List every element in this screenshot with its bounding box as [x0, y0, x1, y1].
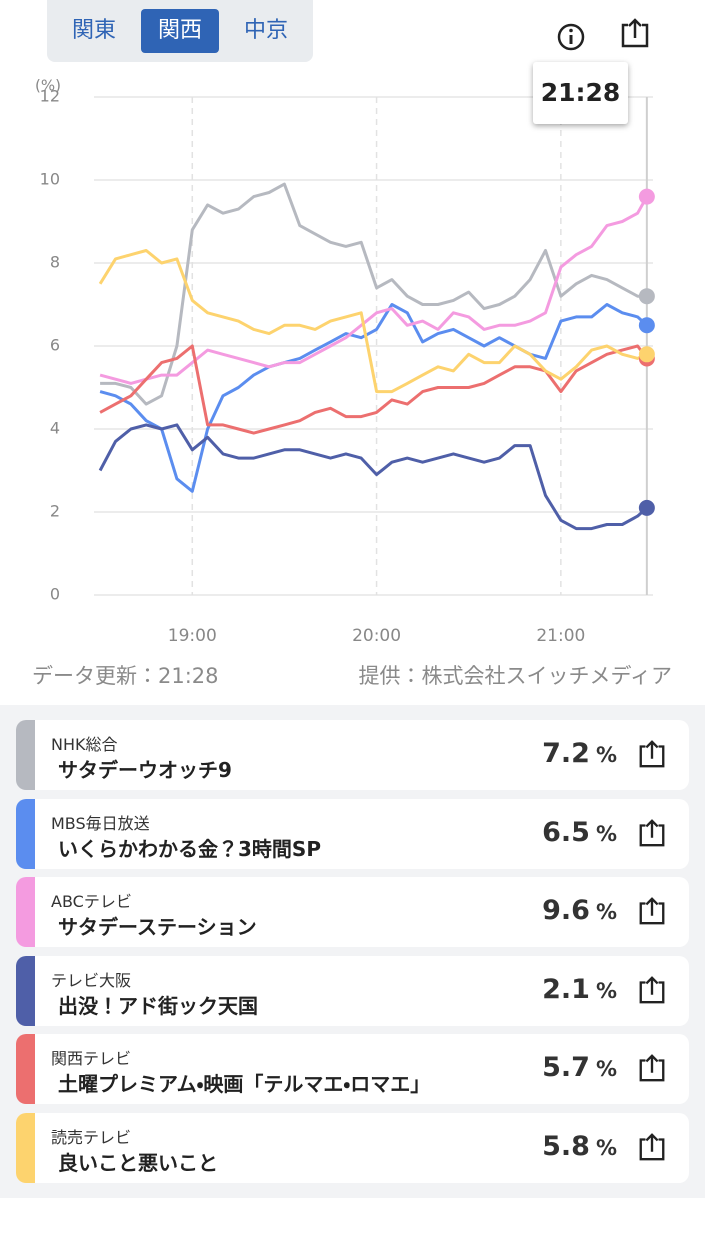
station-name: 関西テレビ — [51, 1049, 132, 1068]
rating-unit: % — [595, 743, 617, 767]
color-strip — [16, 877, 35, 947]
y-tick-label: 6 — [50, 336, 60, 355]
y-tick-label: 8 — [50, 253, 60, 272]
y-tick-label: 2 — [50, 502, 60, 521]
program-card[interactable]: MBS毎日放送いくらかわかる金？3時間SP 6.5% — [16, 798, 689, 869]
rating-unit: % — [595, 821, 617, 846]
rating-unit: % — [595, 900, 617, 924]
color-strip — [16, 1034, 35, 1104]
share-button[interactable] — [637, 818, 667, 848]
rating: 9.6% — [542, 895, 617, 926]
rating-unit: % — [595, 1135, 617, 1160]
share-button[interactable] — [637, 1053, 667, 1083]
rating-value: 6.5 — [542, 816, 590, 848]
station-name: テレビ大阪 — [51, 970, 132, 990]
share-button[interactable] — [637, 739, 667, 769]
chart: (%) 0 2 4 6 8 10 12 19:00 20:00 21:00 — [35, 77, 655, 646]
rating-value: 2.1 — [542, 973, 590, 1005]
series-line — [99, 344, 649, 435]
rating: 7.2% — [542, 738, 617, 769]
y-unit: (%) — [35, 77, 61, 95]
series-line — [99, 303, 648, 493]
region-tab[interactable]: 中京 — [243, 18, 288, 43]
end-marker — [638, 499, 655, 516]
rating: 6.5% — [542, 817, 617, 848]
update-time: データ更新：21:28 — [32, 664, 219, 688]
color-strip — [16, 720, 35, 790]
rating-value: 7.2 — [542, 738, 590, 769]
share-icon[interactable] — [619, 17, 651, 49]
color-strip — [16, 1112, 35, 1183]
series-line — [98, 249, 648, 394]
data-source: 提供：株式会社スイッチメディア — [358, 664, 672, 688]
program-name: いくらかわかる金？3時間SP — [58, 836, 321, 861]
series-line — [98, 423, 648, 531]
program-card[interactable]: 関西テレビ土曜プレミアム・映画「テルマエ・ロマエ」 5.7% — [16, 1034, 689, 1104]
share-button[interactable] — [637, 1132, 667, 1162]
program-name: 良いこと悪いこと — [58, 1150, 218, 1175]
series-line — [100, 182, 647, 406]
station-name: NHK総合 — [51, 735, 118, 754]
program-list: NHK総合サタデーウオッチ9 7.2% MBS毎日放送いくらかわかる金？3時間SP 6… — [0, 705, 705, 1198]
rating-value: 5.8 — [542, 1130, 590, 1162]
rating-unit: % — [595, 978, 617, 1003]
station-name: 読売テレビ — [51, 1127, 132, 1147]
time-tooltip: 21:28 — [533, 62, 628, 124]
series-line — [99, 195, 649, 385]
share-button[interactable] — [637, 975, 667, 1005]
x-tick-label: 21:00 — [536, 626, 585, 646]
share-button[interactable] — [637, 896, 667, 926]
program-card[interactable]: 読売テレビ良いこと悪いこと 5.8% — [16, 1112, 689, 1183]
program-name: サタデーステーション — [58, 915, 257, 939]
station-name: MBS毎日放送 — [51, 813, 150, 833]
rating-value: 5.7 — [542, 1052, 590, 1083]
program-card[interactable]: テレビ大阪出没！アド街ック天国 2.1% — [16, 955, 689, 1026]
end-marker — [638, 288, 655, 305]
y-tick-label: 4 — [50, 419, 60, 438]
rating: 5.8% — [542, 1131, 617, 1162]
rating: 5.7% — [542, 1052, 617, 1083]
y-tick-label: 12 — [40, 87, 60, 106]
program-name: 出没！アド街ック天国 — [58, 993, 258, 1018]
station-name: ABCテレビ — [51, 892, 132, 911]
end-marker — [638, 188, 655, 205]
y-tick-label: 10 — [40, 170, 60, 189]
program-name: 土曜プレミアム・映画「テルマエ・ロマエ」 — [58, 1072, 431, 1096]
end-marker — [638, 346, 655, 363]
color-strip — [16, 798, 35, 869]
program-card[interactable]: ABCテレビサタデーステーション 9.6% — [16, 877, 689, 947]
x-tick-label: 19:00 — [168, 626, 217, 646]
program-name: サタデーウオッチ9 — [58, 758, 232, 782]
x-tick-label: 20:00 — [352, 626, 401, 646]
end-marker — [638, 317, 655, 334]
region-tabs: 関東 関西 中京 — [47, 0, 313, 62]
info-icon[interactable] — [556, 22, 586, 52]
color-strip — [16, 955, 35, 1026]
rating-unit: % — [595, 1057, 617, 1081]
y-tick-label: 0 — [50, 585, 60, 604]
region-tab[interactable]: 関東 — [71, 18, 116, 43]
region-tab[interactable]: 関西 — [141, 9, 219, 53]
program-card[interactable]: NHK総合サタデーウオッチ9 7.2% — [16, 720, 689, 790]
rating: 2.1% — [542, 974, 617, 1005]
rating-value: 9.6 — [542, 895, 590, 926]
